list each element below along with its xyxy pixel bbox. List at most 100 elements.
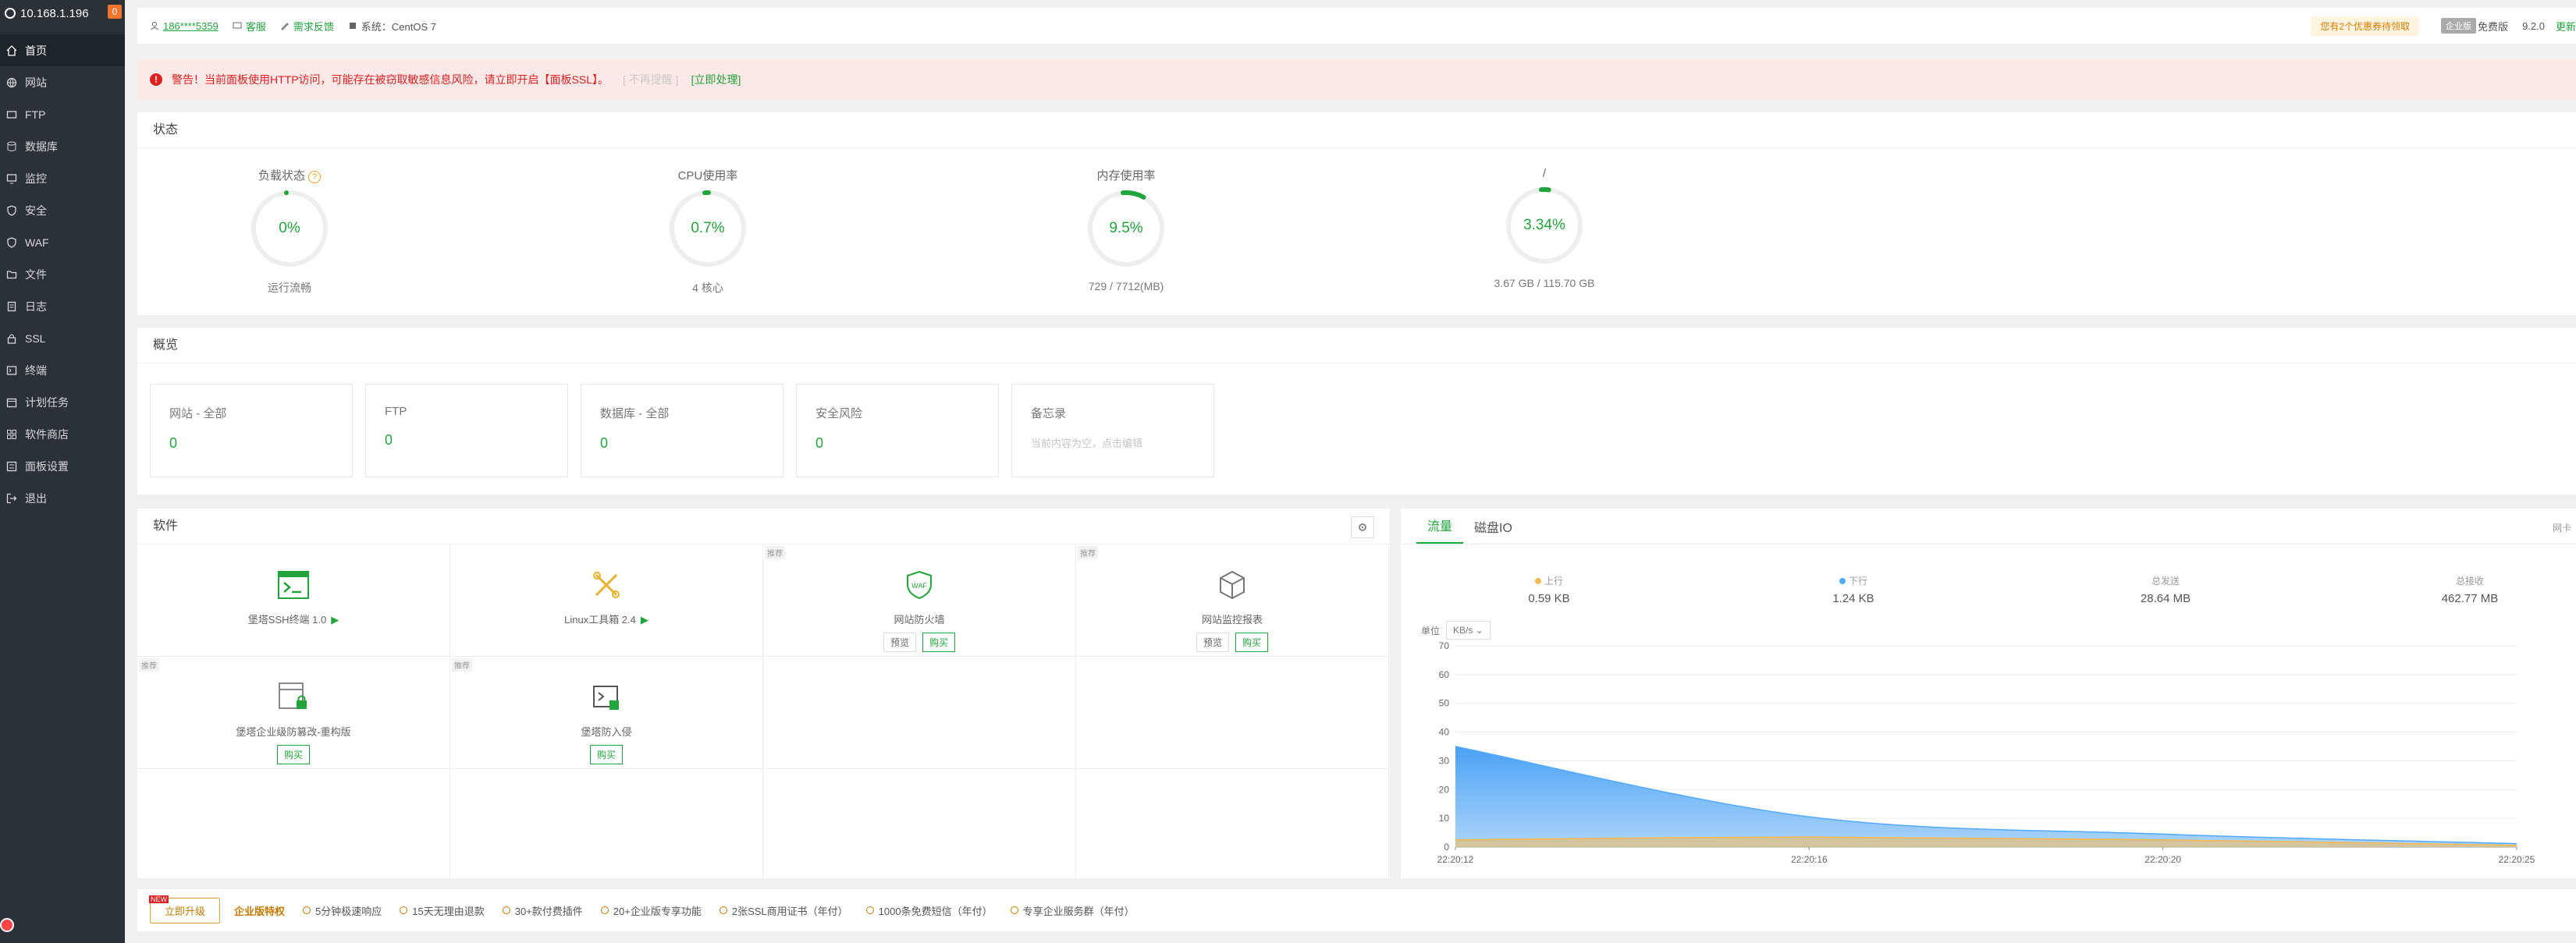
- sidebar-item-5[interactable]: 安全: [0, 194, 125, 226]
- buy-button[interactable]: 购买: [276, 745, 310, 764]
- software-settings-button[interactable]: [1351, 516, 1374, 538]
- software-name-row: Linux工具箱 2.4 ▶: [450, 612, 762, 626]
- series-line-1: [1455, 836, 2517, 846]
- software-name-row: 网站监控报表: [1076, 612, 1388, 626]
- sidebar-item-8[interactable]: 日志: [0, 290, 125, 322]
- software-item[interactable]: 推荐 WAF 网站防火墙 预览 购买: [763, 544, 1076, 657]
- tab-disk-io[interactable]: 磁盘IO: [1474, 522, 1512, 535]
- coupon-notice[interactable]: 您有2个优惠券待领取: [2311, 16, 2420, 36]
- buy-button[interactable]: 购买: [1235, 633, 1269, 652]
- upgrade-button[interactable]: NEW 立即升级: [149, 895, 221, 924]
- buy-button[interactable]: 购买: [922, 633, 956, 652]
- sidebar-item-6[interactable]: WAF: [0, 226, 125, 258]
- overview-card-3[interactable]: 安全风险 0: [796, 384, 999, 477]
- bottom-logo-icon: [0, 918, 14, 932]
- software-item[interactable]: Linux工具箱 2.4 ▶: [450, 544, 763, 657]
- sidebar-item-label: WAF: [25, 236, 49, 249]
- play-icon[interactable]: ▶: [331, 614, 339, 626]
- sidebar-item-label: 退出: [25, 491, 47, 505]
- preview-button[interactable]: 预览: [1196, 633, 1229, 652]
- software-item[interactable]: 推荐 堡塔企业级防篡改-重构版 购买: [137, 657, 450, 769]
- feature-icon: [400, 906, 408, 914]
- enterprise-feature-6[interactable]: 专享企业服务群（年付）: [1010, 903, 1135, 918]
- user-icon: [151, 22, 158, 30]
- feature-label: 5分钟极速响应: [315, 905, 382, 917]
- traffic-stat-1: 下行 1.24 KB: [1775, 574, 1931, 605]
- gauge-1[interactable]: CPU使用率 0.7% 4 核心: [630, 167, 786, 296]
- sidebar-item-4[interactable]: 监控: [0, 162, 125, 194]
- traffic-stat-2: 总发送 28.64 MB: [2087, 574, 2244, 605]
- software-item[interactable]: 推荐 堡塔防入侵 购买: [450, 657, 763, 769]
- sidebar-item-label: 终端: [25, 363, 47, 377]
- feature-label: 15天无理由退款: [412, 905, 485, 917]
- sidebar-item-11[interactable]: 计划任务: [0, 386, 125, 418]
- software-name-row: 堡塔企业级防篡改-重构版: [137, 724, 449, 739]
- system-label: 系统：CentOS 7: [361, 20, 436, 33]
- help-icon[interactable]: ?: [308, 171, 321, 183]
- software-grid: 堡塔SSH终端 1.0 ▶ Linux工具箱 2.4 ▶ 推荐 WAF 网站防火墙 预览 购买推…: [137, 544, 1390, 881]
- gauge-value: 0%: [279, 220, 300, 236]
- http-warning-alert: ! 警告！当前面板使用HTTP访问，可能存在被窃取敏感信息风险，请立即开启【面板…: [137, 59, 2576, 100]
- software-item[interactable]: 推荐 网站监控报表 预览 购买: [1076, 544, 1389, 657]
- ignore-alert-link[interactable]: [ 不再提醒 ]: [623, 73, 679, 86]
- preview-button[interactable]: 预览: [883, 633, 916, 652]
- feature-icon: [719, 906, 727, 914]
- stat-value: 28.64 MB: [2140, 592, 2191, 605]
- play-icon[interactable]: ▶: [640, 614, 648, 626]
- message-link[interactable]: 客服: [233, 19, 266, 34]
- sidebar-item-0[interactable]: 首页: [0, 34, 125, 66]
- overview-card-2[interactable]: 数据库 - 全部 0: [581, 384, 783, 477]
- enterprise-feature-0[interactable]: 5分钟极速响应: [302, 903, 382, 918]
- gauge-0[interactable]: 负载状态? 0% 运行流畅: [211, 167, 368, 296]
- fix-now-link[interactable]: [立即处理]: [691, 73, 741, 86]
- gauge-fill: [1088, 190, 1164, 267]
- traffic-stat-0: 上行 0.59 KB: [1471, 574, 1627, 605]
- traffic-tabs: 流量 磁盘IO: [1401, 509, 2576, 544]
- sidebar-item-14[interactable]: 退出: [0, 482, 125, 514]
- sidebar-item-13[interactable]: 面板设置: [0, 450, 125, 482]
- update-link[interactable]: 更新: [2555, 20, 2576, 33]
- sidebar-item-label: 网站: [25, 76, 47, 89]
- legend-dot: [1839, 577, 1846, 584]
- sidebar-item-1[interactable]: 网站: [0, 66, 125, 98]
- software-name: 网站防火墙: [894, 614, 945, 626]
- home-icon: [6, 44, 17, 56]
- sidebar-item-label: 计划任务: [25, 395, 69, 409]
- software-panel: 软件 堡塔SSH终端 1.0 ▶ Linux工具箱 2.4 ▶ 推荐 WAF 网站防火墙 预览…: [137, 509, 1390, 881]
- gauge-fill: [251, 190, 328, 267]
- gauge-sub: 3.67 GB / 115.70 GB: [1494, 277, 1595, 289]
- software-item[interactable]: 堡塔SSH终端 1.0 ▶: [137, 544, 450, 657]
- server-host[interactable]: 10.168.1.196 0: [0, 0, 125, 27]
- enterprise-feature-4[interactable]: 2张SSL商用证书（年付）: [719, 903, 848, 918]
- sidebar-item-10[interactable]: 终端: [0, 354, 125, 386]
- sidebar-item-7[interactable]: 文件: [0, 258, 125, 290]
- overview-card-4[interactable]: 备忘录 当前内容为空，点击编辑: [1011, 384, 1214, 477]
- tab-traffic[interactable]: 流量: [1416, 516, 1464, 544]
- overview-card-1[interactable]: FTP 0: [365, 384, 568, 477]
- sidebar-item-12[interactable]: 软件商店: [0, 418, 125, 450]
- enterprise-feature-3[interactable]: 20+企业版专享功能: [600, 903, 702, 918]
- nic-selector[interactable]: 网卡: [2552, 523, 2571, 534]
- enterprise-feature-2[interactable]: 30+款付费插件: [502, 903, 583, 918]
- software-name: 堡塔防入侵: [581, 726, 632, 738]
- gauge-2[interactable]: 内存使用率 9.5% 729 / 7712(MB): [1048, 167, 1204, 292]
- unit-select[interactable]: KB/s ⌄: [1446, 621, 1491, 640]
- gauge-3[interactable]: / 3.34% 3.67 GB / 115.70 GB: [1466, 167, 1622, 289]
- gauge-value: 0.7%: [691, 220, 725, 236]
- y-tick-label: 70: [1439, 640, 1450, 651]
- buy-button[interactable]: 购买: [589, 745, 623, 764]
- overview-card-0[interactable]: 网站 - 全部 0: [150, 384, 353, 477]
- enterprise-feature-5[interactable]: 1000条免费短信（年付）: [865, 903, 993, 918]
- feature-icon: [600, 906, 609, 914]
- user-account[interactable]: 186****5359: [150, 20, 219, 32]
- sidebar-item-3[interactable]: 数据库: [0, 130, 125, 162]
- legend-dot: [1534, 577, 1541, 584]
- enterprise-feature-1[interactable]: 15天无理由退款: [399, 903, 485, 918]
- sidebar-item-2[interactable]: FTP: [0, 98, 125, 130]
- feedback-link[interactable]: 需求反馈: [280, 19, 334, 34]
- sidebar-item-9[interactable]: SSL: [0, 322, 125, 354]
- gauge-sub: 运行流畅: [268, 282, 311, 294]
- x-tick-label: 22:20:16: [1791, 854, 1828, 865]
- message-badge[interactable]: 0: [108, 5, 122, 19]
- gauge-sub: 4 核心: [692, 282, 723, 294]
